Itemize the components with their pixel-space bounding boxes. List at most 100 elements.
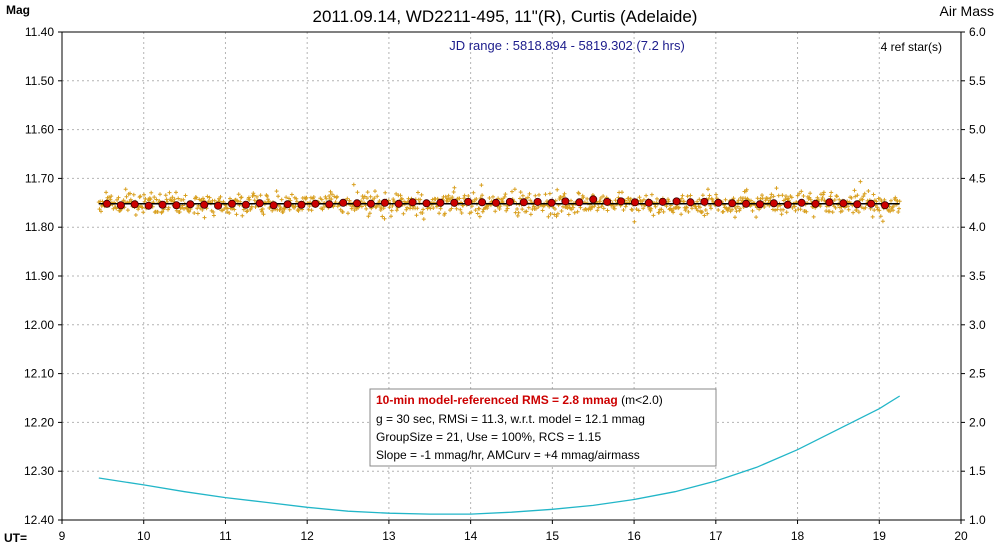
binned-point bbox=[742, 199, 751, 208]
binned-point bbox=[380, 198, 389, 207]
x-tick-label: 10 bbox=[137, 529, 151, 543]
binned-point bbox=[589, 195, 598, 204]
binned-point bbox=[116, 201, 125, 210]
binned-point bbox=[797, 198, 806, 207]
binned-point bbox=[686, 198, 695, 207]
y-tick-label: 11.70 bbox=[25, 171, 54, 185]
x-tick-label: 17 bbox=[709, 529, 723, 543]
stats-box: 10-min model-referenced RMS = 2.8 mmag (… bbox=[369, 388, 717, 467]
binned-point bbox=[130, 200, 139, 209]
y-tick-label: 11.90 bbox=[25, 269, 54, 283]
binned-point bbox=[436, 198, 445, 207]
x-tick-label: 20 bbox=[954, 529, 968, 543]
binned-point bbox=[158, 200, 167, 209]
binned-point bbox=[839, 199, 848, 208]
binned-point bbox=[714, 198, 723, 207]
stats-rms-bold: 10-min model-referenced RMS = 2.8 mmag bbox=[376, 393, 618, 407]
binned-point bbox=[464, 197, 473, 206]
x-tick-label: 12 bbox=[301, 529, 315, 543]
binned-point bbox=[478, 198, 487, 207]
y-tick-label: 11.40 bbox=[25, 25, 54, 39]
x-tick-label: 15 bbox=[546, 529, 560, 543]
x-tick-label: 16 bbox=[627, 529, 641, 543]
binned-point bbox=[366, 199, 375, 208]
x-tick-label: 9 bbox=[59, 529, 66, 543]
y2-tick-label: 4.5 bbox=[969, 171, 986, 185]
binned-point bbox=[408, 198, 417, 207]
binned-point bbox=[491, 198, 500, 207]
binned-point bbox=[533, 197, 542, 206]
binned-point bbox=[186, 200, 195, 209]
y2-tick-label: 2.5 bbox=[969, 367, 986, 381]
chart-title: 2011.09.14, WD2211-495, 11"(R), Curtis (… bbox=[313, 7, 698, 26]
binned-point bbox=[672, 197, 681, 206]
y2-tick-label: 1.5 bbox=[969, 464, 986, 478]
binned-point bbox=[603, 197, 612, 206]
y-tick-label: 12.30 bbox=[24, 464, 54, 478]
binned-point bbox=[825, 198, 834, 207]
y-tick-label: 11.60 bbox=[25, 123, 54, 137]
airmass-series bbox=[98, 395, 901, 515]
stats-line-4: Slope = -1 mmag/hr, AMCurv = +4 mmag/air… bbox=[376, 448, 640, 462]
binned-point bbox=[325, 200, 334, 209]
binned-point bbox=[394, 199, 403, 208]
airmass-curve bbox=[98, 395, 901, 515]
binned-point bbox=[269, 201, 278, 210]
binned-point bbox=[283, 200, 292, 209]
binned-point bbox=[853, 200, 862, 209]
jd-range-annotation: JD range : 5818.894 - 5819.302 (7.2 hrs) bbox=[449, 38, 685, 53]
binned-point bbox=[505, 197, 514, 206]
y-tick-label: 12.00 bbox=[24, 318, 54, 332]
binned-point bbox=[353, 199, 362, 208]
stats-line-3: GroupSize = 21, Use = 100%, RCS = 1.15 bbox=[376, 430, 601, 444]
y2-tick-label: 3.5 bbox=[969, 269, 986, 283]
binned-point bbox=[755, 200, 764, 209]
ref-stars-annotation: 4 ref star(s) bbox=[881, 40, 942, 54]
x-tick-label: 13 bbox=[382, 529, 396, 543]
y2-tick-label: 5.0 bbox=[969, 123, 986, 137]
binned-point bbox=[311, 199, 320, 208]
y2-tick-label: 3.0 bbox=[969, 318, 986, 332]
binned-point bbox=[700, 197, 709, 206]
binned-point bbox=[214, 201, 223, 210]
axis-ticks: 9 10 11 12 13 14 15 16 17 18 19 20 11.40 6.0 11.50 5.5 1… bbox=[24, 25, 986, 543]
binned-point bbox=[102, 199, 111, 208]
y2-tick-label: 5.5 bbox=[969, 74, 986, 88]
y-axis-label: Mag bbox=[6, 3, 30, 17]
binned-point bbox=[630, 198, 639, 207]
x-tick-label: 18 bbox=[791, 529, 805, 543]
binned-point bbox=[728, 199, 737, 208]
binned-point bbox=[144, 201, 153, 210]
binned-point bbox=[867, 199, 876, 208]
x-tick-label: 11 bbox=[219, 529, 232, 543]
binned-point bbox=[769, 199, 778, 208]
binned-point bbox=[519, 198, 528, 207]
binned-point bbox=[811, 199, 820, 208]
x-tick-label: 19 bbox=[873, 529, 887, 543]
stats-rms-rest: (m<2.0) bbox=[618, 393, 663, 407]
binned-point bbox=[880, 201, 889, 210]
y-tick-label: 11.80 bbox=[25, 220, 54, 234]
x-tick-label: 14 bbox=[464, 529, 478, 543]
y2-tick-label: 1.0 bbox=[969, 513, 986, 527]
binned-point bbox=[255, 199, 264, 208]
x-axis-label: UT= bbox=[4, 531, 27, 545]
y-tick-label: 11.50 bbox=[25, 74, 54, 88]
binned-point bbox=[241, 200, 250, 209]
binned-point bbox=[575, 198, 584, 207]
y2-tick-label: 2.0 bbox=[969, 415, 986, 429]
binned-point bbox=[783, 200, 792, 209]
binned-point bbox=[547, 198, 556, 207]
y2-axis-label: Air Mass bbox=[940, 3, 994, 19]
binned-point bbox=[422, 199, 431, 208]
binned-point bbox=[617, 197, 626, 206]
stats-line-1: 10-min model-referenced RMS = 2.8 mmag (… bbox=[376, 393, 663, 407]
stats-line-2: g = 30 sec, RMSi = 11.3, w.r.t. model = … bbox=[376, 412, 645, 426]
binned-point bbox=[172, 201, 181, 210]
y-tick-label: 12.20 bbox=[24, 415, 54, 429]
binned-point bbox=[658, 197, 667, 206]
binned-points-series bbox=[102, 195, 889, 210]
y2-tick-label: 4.0 bbox=[969, 220, 986, 234]
y-tick-label: 12.40 bbox=[24, 513, 54, 527]
